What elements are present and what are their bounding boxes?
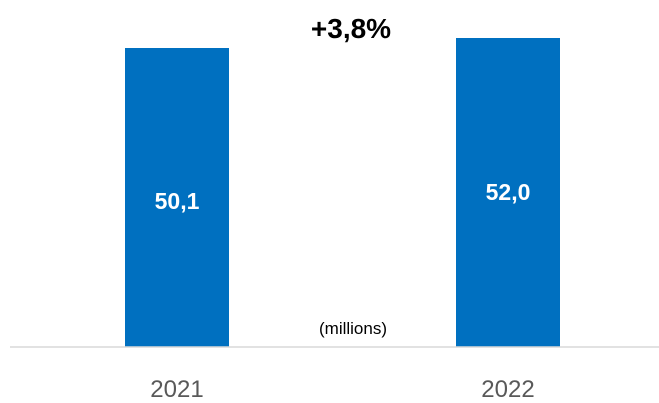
change-annotation: +3,8% [311,13,391,44]
unit-label: (millions) [319,319,387,338]
bar-2022 [456,38,560,347]
bar-value-label-2021: 50,1 [155,188,200,214]
labels-layer: 2021 2022 [150,376,534,403]
bar-value-label-2022: 52,0 [486,179,531,205]
x-tick-label-2022: 2022 [481,376,534,403]
x-tick-label-2021: 2021 [150,376,203,403]
bar-2021 [125,48,229,347]
bars-layer: 50,1 52,0 [125,38,560,347]
